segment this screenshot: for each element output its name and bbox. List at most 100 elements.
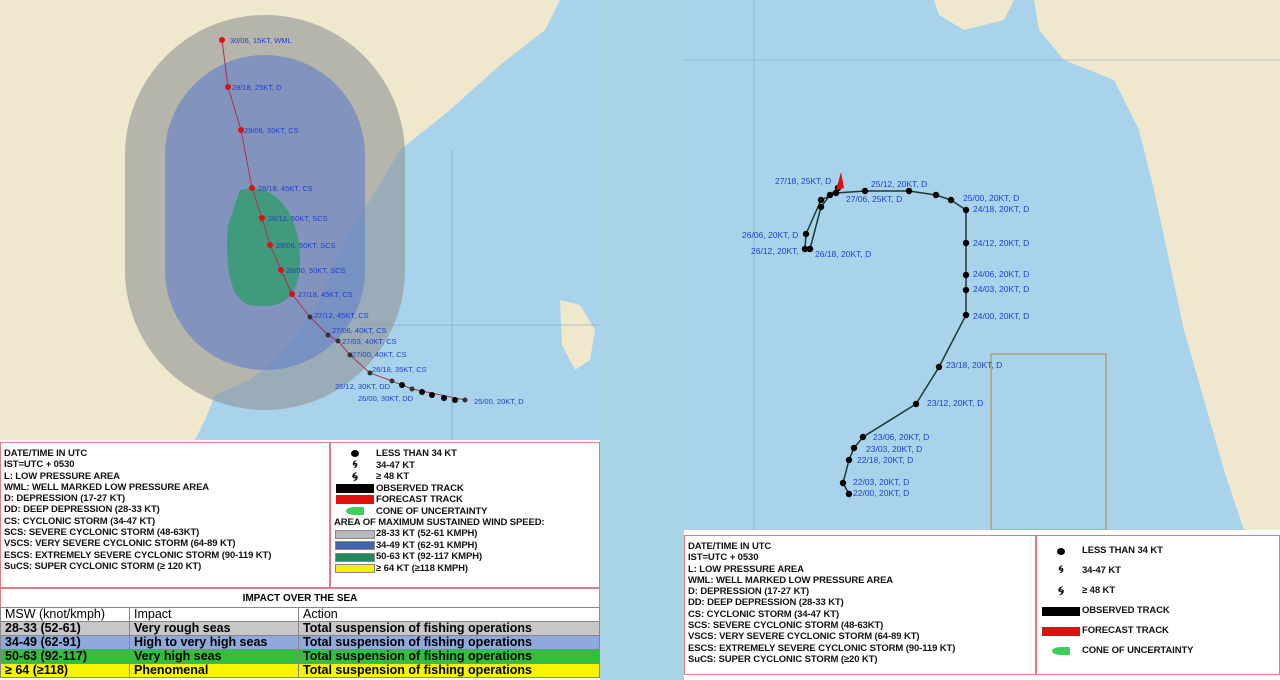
legend-symbol-row: 🌀︎ ≥ 48 KT xyxy=(1040,581,1276,601)
observed-point xyxy=(367,370,373,376)
legend-abbreviation: L: LOW PRESSURE AREA xyxy=(688,563,804,575)
forecast-point xyxy=(289,291,295,297)
observed-point xyxy=(817,203,825,211)
track-label: 30/06, 15KT, WML xyxy=(230,36,292,45)
impact-msw: ≥ 64 (≥118) xyxy=(0,663,130,678)
observed-point xyxy=(832,189,840,197)
track-label: 25/00, 20KT, D xyxy=(963,193,1019,203)
observed-point xyxy=(429,392,435,398)
forecast-point xyxy=(238,127,244,133)
track-label: 23/03, 20KT, D xyxy=(866,444,922,454)
impact-action: Total suspension of fishing operations xyxy=(298,621,600,636)
impact-description: Very high seas xyxy=(129,649,299,664)
legend-abbreviation: IST=UTC + 0530 xyxy=(4,459,75,471)
track-label: 26/12, 30KT, DD xyxy=(335,382,391,391)
legend-symbol-label: 34-47 KT xyxy=(1082,565,1121,577)
impact-title: IMPACT OVER THE SEA xyxy=(0,588,600,608)
observed-point xyxy=(826,191,834,199)
legend-symbol-row: LESS THAN 34 KT xyxy=(1040,541,1276,561)
legend-abbreviation: CS: CYCLONIC STORM (34-47 KT) xyxy=(4,515,156,527)
track-label: 27/18, 45KT, CS xyxy=(298,290,353,299)
impact-action: Total suspension of fishing operations xyxy=(298,635,600,650)
observed-point xyxy=(347,352,353,358)
observed-point xyxy=(335,338,341,344)
impact-header: Action xyxy=(298,607,600,622)
observed-point xyxy=(419,389,425,395)
cyclone-34-47kt-icon: 🌀︎ xyxy=(1058,564,1064,577)
observed-point xyxy=(409,386,415,392)
track-label: 26/00, 30KT, DD xyxy=(358,394,414,403)
legend-symbol-label: LESS THAN 34 KT xyxy=(1082,545,1163,557)
cyclone-48kt-icon: 🌀︎ xyxy=(1057,583,1064,599)
observed-point xyxy=(845,490,853,498)
track-label: 26/18, 35KT, CS xyxy=(372,365,427,374)
legend-abbreviation: VSCS: VERY SEVERE CYCLONIC STORM (64-89 … xyxy=(4,538,236,550)
legend-abbreviation: SuCS: SUPER CYCLONIC STORM (≥20 KT) xyxy=(688,653,878,665)
legend-abbreviation: IST=UTC + 0530 xyxy=(688,552,759,564)
observed-point xyxy=(962,286,970,294)
track-label: 26/18, 20KT, D xyxy=(815,249,871,259)
impact-table: MSW (knot/kmph) Impact Action 28-33 (52-61)… xyxy=(0,607,600,678)
track-label: 23/06, 20KT, D xyxy=(873,432,929,442)
forecast-track xyxy=(836,172,844,190)
right-track-map: 27/18, 25KT, D 27/06, 25KT, D 25/12, 20KT,… xyxy=(684,0,1280,530)
legend-abbreviation: D: DEPRESSION (17-27 KT) xyxy=(688,586,810,598)
wind-area-swatch xyxy=(335,529,375,539)
legend-abbreviation: D: DEPRESSION (17-27 KT) xyxy=(4,493,126,505)
track-label: 26/12, 20KT, xyxy=(751,246,799,256)
observed-point xyxy=(839,479,847,487)
legend-symbol-label: OBSERVED TRACK xyxy=(376,482,464,494)
track-label: 22/03, 20KT, D xyxy=(853,477,909,487)
observed-point xyxy=(859,433,867,441)
forecast-point xyxy=(219,37,225,43)
track-label: 25/00, 20KT, D xyxy=(474,397,524,406)
impact-row: ≥ 64 (≥118) Phenomenal Total suspension of… xyxy=(0,663,600,678)
track-label: 29/06, 35KT, CS xyxy=(244,126,299,135)
right-legend-abbreviations: DATE/TIME IN UTC IST=UTC + 0530 L: LOW PRE… xyxy=(684,535,1036,675)
left-legend-symbols: LESS THAN 34 KT 🌀︎ 34-47 KT 🌀︎ ≥ 48 KT OBSERV… xyxy=(330,442,600,588)
track-line xyxy=(221,39,466,401)
legend-abbreviation: VSCS: VERY SEVERE CYCLONIC STORM (64-89 … xyxy=(688,631,920,643)
legend-abbreviation: WML: WELL MARKED LOW PRESSURE AREA xyxy=(4,481,210,493)
wind-area-row: ≥ 64 KT (≥118 KMPH) xyxy=(334,563,596,575)
lakshadweep-box xyxy=(990,353,1107,530)
impact-description: High to very high seas xyxy=(129,635,299,650)
right-legend-symbols: LESS THAN 34 KT 🌀︎ 34-47 KT 🌀︎ ≥ 48 KT OBSERV… xyxy=(1036,535,1280,675)
legend-symbol-label: 34-47 KT xyxy=(376,459,415,471)
observed-point xyxy=(307,314,313,320)
observed-track-swatch xyxy=(334,483,376,493)
legend-symbol-label: FORECAST TRACK xyxy=(376,494,463,506)
legend-abbreviation: SCS: SEVERE CYCLONIC STORM (48-63KT) xyxy=(4,527,200,539)
observed-point xyxy=(962,239,970,247)
impact-action: Total suspension of fishing operations xyxy=(298,649,600,664)
cone-of-uncertainty-icon xyxy=(334,507,376,516)
legend-abbreviation: L: LOW PRESSURE AREA xyxy=(4,470,120,482)
track-label: 29/18, 25KT, D xyxy=(232,83,282,92)
track-label: 24/12, 20KT, D xyxy=(973,238,1029,248)
wind-area-swatch xyxy=(335,541,375,551)
right-panel: 27/18, 25KT, D 27/06, 25KT, D 25/12, 20KT,… xyxy=(684,0,1280,680)
observed-point xyxy=(947,196,955,204)
track-label: 24/18, 20KT, D xyxy=(973,204,1029,214)
impact-action: Total suspension of fishing operations xyxy=(298,663,600,678)
cyclone-34-47kt-icon: 🌀︎ xyxy=(352,458,358,471)
legend-symbol-row: LESS THAN 34 KT xyxy=(334,448,596,460)
left-panel: 30/06, 15KT, WML 29/18, 25KT, D 29/06, 35K… xyxy=(0,0,600,680)
legend-symbol-label: LESS THAN 34 KT xyxy=(376,448,457,460)
impact-row: 28-33 (52-61) Very rough seas Total suspen… xyxy=(0,621,600,636)
wind-area-row: 34-49 KT (62-91 KMPH) xyxy=(334,540,596,552)
track-label: 27/06, 40KT, CS xyxy=(332,326,387,335)
observed-point xyxy=(962,271,970,279)
track-label: 28/06, 50KT, SCS xyxy=(276,241,336,250)
legend-abbreviation: WML: WELL MARKED LOW PRESSURE AREA xyxy=(688,574,894,586)
legend-abbreviation: DATE/TIME IN UTC xyxy=(688,541,772,552)
legend-symbol-row: 🌀︎ 34-47 KT xyxy=(334,458,596,472)
legend-symbol-row: FORECAST TRACK xyxy=(1040,621,1276,641)
observed-point xyxy=(912,400,920,408)
left-legend-abbreviations: DATE/TIME IN UTC IST=UTC + 0530 L: LOW PRE… xyxy=(0,442,330,588)
observed-point xyxy=(462,397,468,403)
observed-point xyxy=(399,382,405,388)
legend-symbol-label: FORECAST TRACK xyxy=(1082,625,1169,637)
india-west-coast xyxy=(1034,0,1280,530)
observed-point xyxy=(441,395,447,401)
